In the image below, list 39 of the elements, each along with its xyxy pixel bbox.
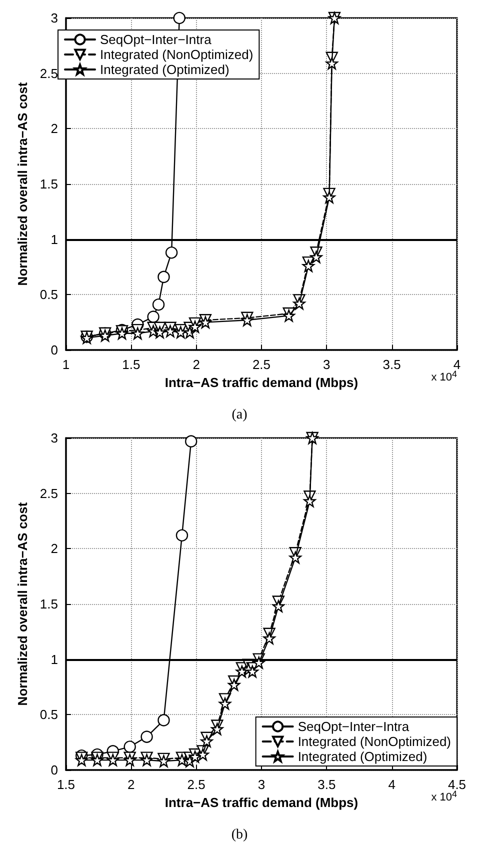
y-tick-label: 2 [50,541,58,556]
y-tick-label: 1.5 [40,176,58,192]
x-tick-label: 3 [258,777,266,792]
x-axis-title: Intra−AS traffic demand (Mbps) [164,374,358,390]
y-axis-title: Normalized overall intra−AS cost [15,82,30,286]
x-tick-label: 3 [323,357,330,372]
x-tick-label: 3.5 [318,777,336,792]
y-tick-label: 2 [50,121,58,136]
y-tick-label: 0 [50,342,58,358]
x-tick-label: 2.5 [187,777,206,792]
legend-label: SeqOpt−Inter−Intra [298,719,410,734]
x-tick-label: 2 [192,357,200,372]
text: (b) [231,828,248,842]
text: (a) [232,408,248,422]
y-tick-label: 1.5 [40,596,58,612]
x-tick-label: 4 [453,357,461,372]
y-axis-title: Normalized overall intra−AS cost [15,502,30,706]
y-tick-label: 1 [50,232,58,247]
y-tick-label: 0.5 [40,287,58,302]
x-axis-title: Intra−AS traffic demand (Mbps) [164,794,358,810]
x-tick-label: 2 [128,777,135,792]
x-tick-label: 2.5 [252,357,271,372]
legend-label: Integrated (Optimized) [100,62,230,77]
y-tick-label: 3 [50,430,58,446]
y-tick-label: 1 [50,652,58,667]
legend-label: SeqOpt−Inter−Intra [100,32,212,47]
y-tick-label: 2.5 [40,486,58,501]
y-tick-label: 0.5 [40,707,58,722]
legend-label: Integrated (NonOptimized) [100,47,254,62]
x-tick-label: 4 [388,777,396,792]
y-tick-label: 0 [50,762,58,778]
y-tick-label: 3 [50,10,58,26]
x-tick-label: 3.5 [382,357,401,372]
legend-label: Integrated (Optimized) [298,749,428,764]
x-tick-label: 4.5 [448,777,466,792]
y-tick-label: 2.5 [40,66,58,81]
x-tick-label: 1 [62,357,70,372]
x-tick-label: 1.5 [122,357,140,372]
legend-label: Integrated (NonOptimized) [298,734,452,749]
